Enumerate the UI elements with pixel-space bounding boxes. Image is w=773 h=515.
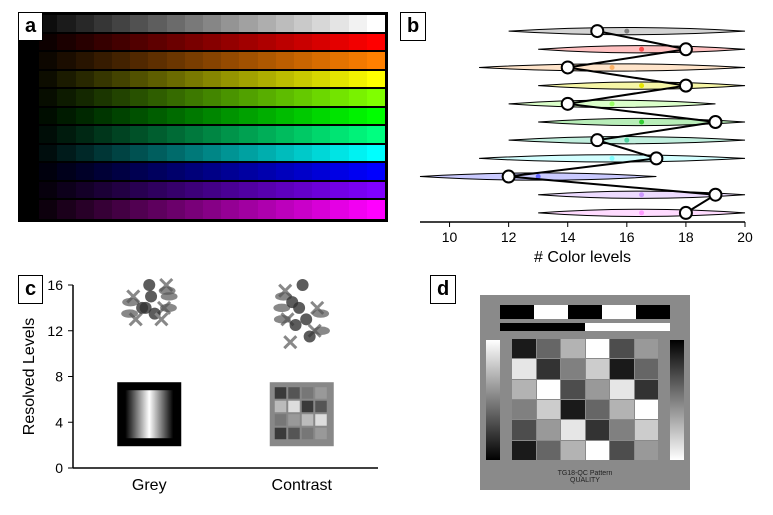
panel-c-label: c [18, 275, 43, 304]
svg-text:0: 0 [55, 460, 63, 476]
svg-text:Grey: Grey [132, 477, 167, 494]
panel-a-label: a [18, 12, 43, 41]
panel-d-qc-pattern: TG18-QC Pattern QUALITY [430, 285, 740, 500]
qc-caption: TG18-QC Pattern [558, 470, 613, 477]
svg-text:4: 4 [55, 414, 63, 430]
svg-text:12: 12 [47, 323, 63, 339]
panel-a-color-ramp [18, 12, 388, 222]
svg-text:Resolved Levels: Resolved Levels [21, 318, 38, 435]
svg-text:8: 8 [55, 369, 63, 385]
svg-text:16: 16 [619, 229, 635, 245]
svg-text:Contrast: Contrast [272, 477, 333, 494]
qc-sub: QUALITY [570, 477, 600, 484]
svg-text:10: 10 [442, 229, 458, 245]
svg-text:# Color levels: # Color levels [534, 249, 631, 266]
svg-text:14: 14 [560, 229, 576, 245]
svg-text:12: 12 [501, 229, 517, 245]
svg-text:18: 18 [678, 229, 694, 245]
svg-text:16: 16 [47, 277, 63, 293]
panel-b-label: b [400, 12, 426, 41]
svg-text:20: 20 [737, 229, 753, 245]
panel-d-label: d [430, 275, 456, 304]
panel-c-scatter: 0 4 8 12 16 Resolved Levels Grey Contrast [18, 275, 388, 500]
panel-b-violin-plot: 10 12 14 16 18 20 # Color levels [400, 12, 755, 267]
